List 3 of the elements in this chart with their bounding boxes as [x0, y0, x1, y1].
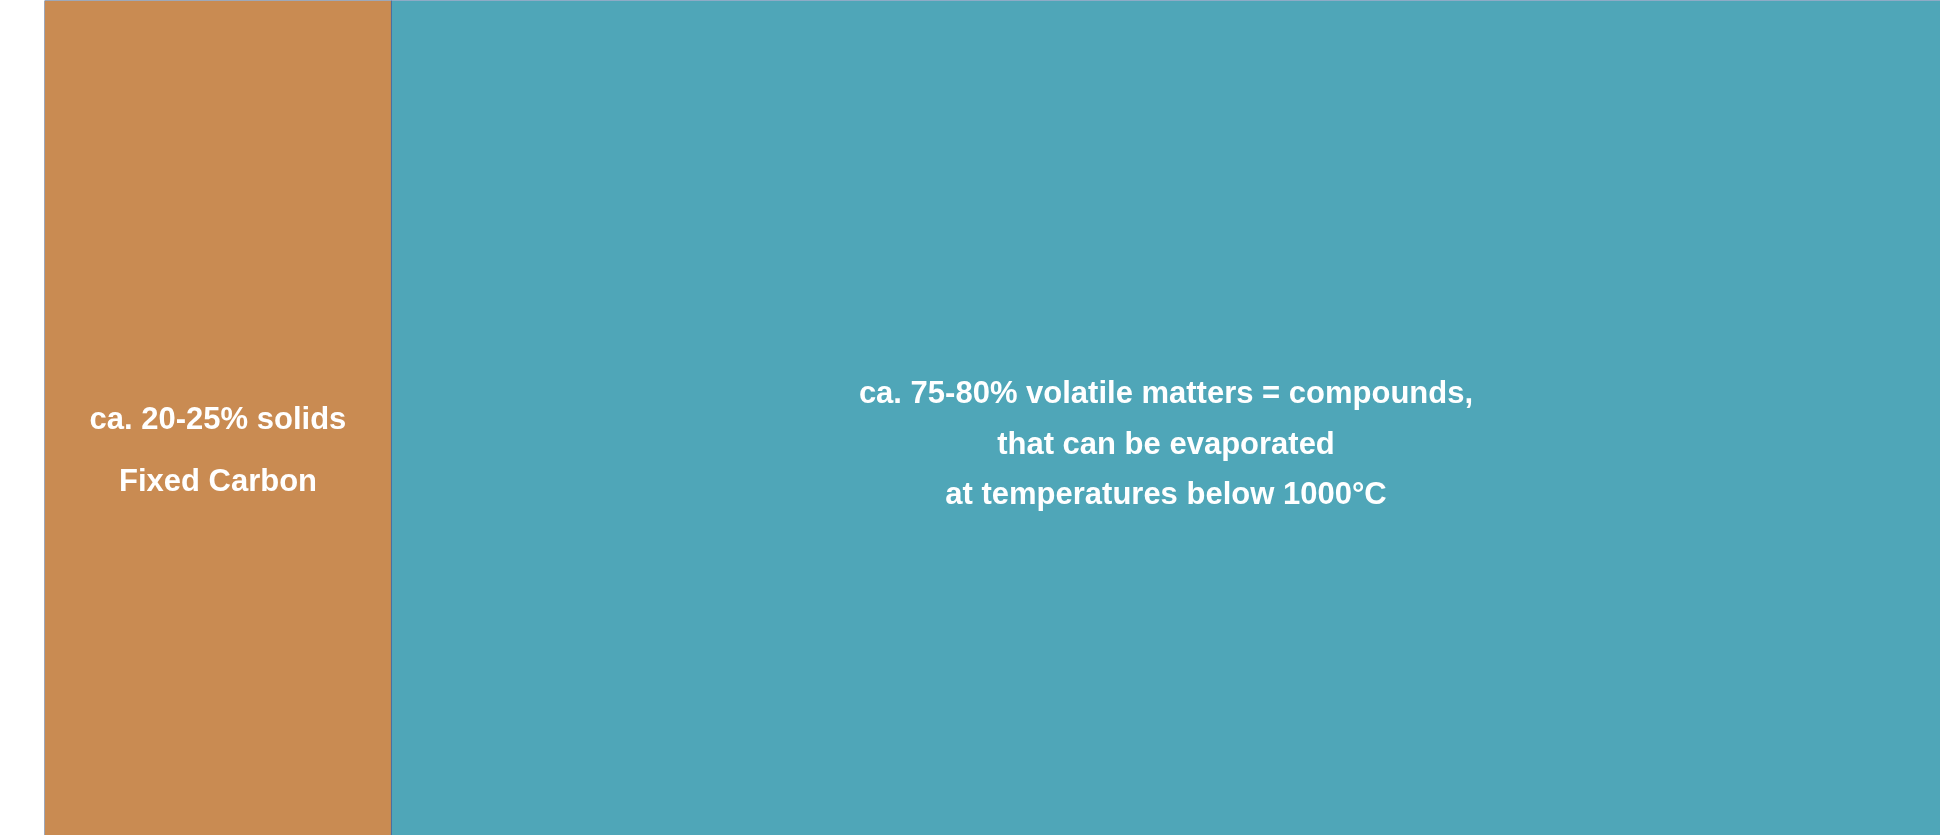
annotation: ca. 20-25% solids	[89, 400, 347, 436]
series-label: Fixed Carbon	[118, 463, 318, 499]
annotation: ca. 75-80% volatile matters = compounds, that can be evaporated at temperatures below 1000°C	[858, 374, 1474, 512]
